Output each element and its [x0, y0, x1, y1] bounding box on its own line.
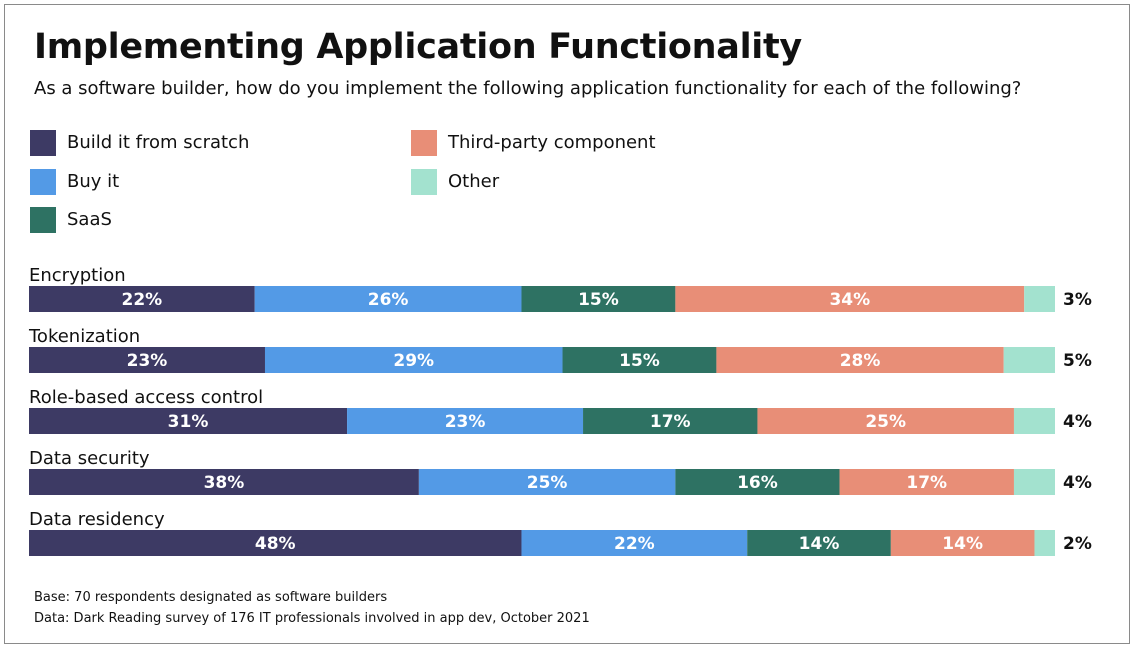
legend-swatch: [30, 130, 56, 156]
bar-chart: Encryption 22% 26% 15% 34% 3% Tokenization 23% 2…: [28, 265, 1092, 556]
data-label-build-it-from-scratch-data-security: 38%: [204, 473, 245, 493]
category-label-encryption: Encryption: [29, 265, 126, 286]
data-label-saas-role-based-access-control: 17%: [650, 412, 691, 432]
bar-segment-third-party-component-role-based-access-control: [757, 408, 1014, 434]
footnote-data: Data: Dark Reading survey of 176 IT prof…: [34, 611, 590, 626]
data-label-other-role-based-access-control: 4%: [1063, 412, 1092, 432]
bar-segment-build-it-from-scratch-tokenization: [29, 347, 265, 373]
data-label-saas-data-residency: 14%: [799, 534, 840, 554]
bar-segment-saas-data-security: [675, 469, 840, 495]
legend-label: Buy it: [67, 171, 120, 192]
category-label-role-based-access-control: Role-based access control: [29, 387, 263, 408]
data-label-saas-tokenization: 15%: [619, 351, 660, 371]
chart-title: Implementing Application Functionality: [34, 27, 802, 67]
bar-segment-third-party-component-tokenization: [716, 347, 1004, 373]
legend-swatch: [30, 169, 56, 195]
data-label-build-it-from-scratch-role-based-access-control: 31%: [168, 412, 209, 432]
data-label-third-party-component-data-security: 17%: [906, 473, 947, 493]
category-label-data-residency: Data residency: [29, 509, 165, 530]
data-label-other-tokenization: 5%: [1063, 351, 1092, 371]
data-label-buy-it-tokenization: 29%: [393, 351, 434, 371]
legend-label: Other: [448, 171, 500, 192]
bar-segment-buy-it-encryption: [254, 286, 522, 312]
bar-segment-buy-it-role-based-access-control: [347, 408, 584, 434]
data-label-build-it-from-scratch-encryption: 22%: [122, 290, 163, 310]
data-label-third-party-component-data-residency: 14%: [942, 534, 983, 554]
data-label-other-encryption: 3%: [1063, 290, 1092, 310]
bar-segment-third-party-component-encryption: [675, 286, 1025, 312]
bar-segment-saas-data-residency: [747, 530, 891, 556]
bar-segment-other-data-security: [1013, 469, 1055, 495]
chart-frame: Implementing Application Functionality A…: [4, 4, 1130, 644]
bar-segment-build-it-from-scratch-role-based-access-control: [29, 408, 348, 434]
bar-segment-build-it-from-scratch-encryption: [29, 286, 255, 312]
bar-segment-third-party-component-data-residency: [890, 530, 1035, 556]
legend-label: Build it from scratch: [67, 132, 250, 153]
bar-segment-buy-it-tokenization: [264, 347, 563, 373]
footnote-base: Base: 70 respondents designated as softw…: [34, 590, 388, 605]
data-label-third-party-component-tokenization: 28%: [840, 351, 881, 371]
data-label-saas-data-security: 16%: [737, 473, 778, 493]
category-label-tokenization: Tokenization: [28, 326, 140, 347]
chart-subtitle: As a software builder, how do you implem…: [34, 78, 1022, 99]
bar-segment-saas-encryption: [521, 286, 676, 312]
legend-label: Third-party component: [448, 132, 656, 153]
data-label-buy-it-role-based-access-control: 23%: [445, 412, 486, 432]
data-label-other-data-residency: 2%: [1063, 534, 1092, 554]
legend-swatch: [30, 207, 56, 233]
bar-segment-saas-role-based-access-control: [583, 408, 758, 434]
data-label-third-party-component-role-based-access-control: 25%: [865, 412, 906, 432]
legend-swatch: [411, 130, 437, 156]
bar-segment-other-data-residency: [1034, 530, 1055, 556]
bar-segment-buy-it-data-residency: [521, 530, 748, 556]
bar-segment-buy-it-data-security: [418, 469, 676, 495]
data-label-buy-it-data-residency: 22%: [614, 534, 655, 554]
data-label-buy-it-encryption: 26%: [368, 290, 409, 310]
legend-swatch: [411, 169, 437, 195]
bar-segment-other-encryption: [1024, 286, 1055, 312]
data-label-buy-it-data-security: 25%: [527, 473, 568, 493]
data-label-third-party-component-encryption: 34%: [829, 290, 870, 310]
bar-segment-other-tokenization: [1003, 347, 1055, 373]
category-label-data-security: Data security: [29, 448, 150, 469]
data-label-build-it-from-scratch-data-residency: 48%: [255, 534, 296, 554]
bar-segment-saas-tokenization: [562, 347, 717, 373]
bar-segment-build-it-from-scratch-data-residency: [29, 530, 522, 556]
data-label-other-data-security: 4%: [1063, 473, 1092, 493]
bar-segment-other-role-based-access-control: [1013, 408, 1055, 434]
bar-segment-build-it-from-scratch-data-security: [29, 469, 419, 495]
data-label-saas-encryption: 15%: [578, 290, 619, 310]
legend-label: SaaS: [67, 209, 112, 230]
bar-segment-third-party-component-data-security: [839, 469, 1014, 495]
data-label-build-it-from-scratch-tokenization: 23%: [127, 351, 168, 371]
